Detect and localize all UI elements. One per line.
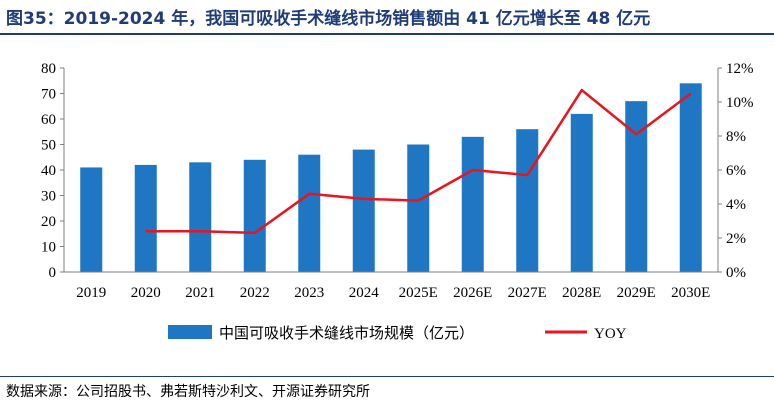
x-tick-label: 2021 <box>185 285 215 301</box>
x-tick-label: 2024 <box>349 285 380 301</box>
y-left-tick-label: 20 <box>41 214 56 230</box>
legend-bar-swatch <box>168 325 212 339</box>
y-left-tick-label: 30 <box>41 189 56 205</box>
axes-layer: 0 10 20 30 40 50 60 70 80 0% 2% 4% 6% 8% 10% 12% 2019 202… <box>41 61 754 301</box>
source-note: 数据来源：公司招股书、弗若斯特沙利文、开源证券研究所 <box>6 384 370 400</box>
bar-2021 <box>189 162 212 272</box>
legend: 中国可吸收手术缝线市场规模（亿元） YOY <box>168 325 627 342</box>
y-right-tick-label: 8% <box>726 129 746 145</box>
y-right-tick-label: 10% <box>726 95 754 111</box>
x-tick-label: 2020 <box>131 285 161 301</box>
x-tick-label: 2026E <box>453 285 492 301</box>
yoy-line-layer <box>145 88 692 235</box>
legend-line-label: YOY <box>594 326 627 342</box>
chart: 0 10 20 30 40 50 60 70 80 0% 2% 4% 6% 8% 10% 12% 2019 202… <box>41 61 754 342</box>
y-left-tick-label: 50 <box>41 138 56 154</box>
bar-2022 <box>243 159 266 272</box>
title-divider <box>0 33 774 35</box>
y-right-tick-label: 6% <box>726 163 746 179</box>
x-tick-label: 2027E <box>508 285 547 301</box>
x-tick-label: 2022 <box>240 285 270 301</box>
bar-2019 <box>80 167 103 272</box>
bar-2024 <box>352 149 375 272</box>
y-left-tick-label: 40 <box>41 163 56 179</box>
bar-2023 <box>298 154 321 272</box>
y-left-tick-label: 60 <box>41 112 56 128</box>
y-right-tick-label: 4% <box>726 197 746 213</box>
bar-2029E <box>625 101 648 273</box>
x-tick-label: 2019 <box>76 285 106 301</box>
x-tick-label: 2028E <box>562 285 601 301</box>
bar-2027E <box>516 129 539 272</box>
x-tick-label: 2025E <box>399 285 438 301</box>
bar-2026E <box>461 136 484 272</box>
x-tick-label: 2023 <box>294 285 324 301</box>
y-left-tick-label: 80 <box>41 61 56 77</box>
y-left-tick-label: 10 <box>41 240 56 256</box>
bar-2020 <box>134 164 157 272</box>
legend-bar-label: 中国可吸收手术缝线市场规模（亿元） <box>219 325 474 342</box>
y-left-tick-label: 0 <box>49 265 57 281</box>
y-right-tick-label: 12% <box>726 61 754 77</box>
bar-2025E <box>407 144 430 272</box>
bar-2028E <box>570 113 593 273</box>
y-right-tick-label: 0% <box>726 265 746 281</box>
y-right-tick-label: 2% <box>726 231 746 247</box>
y-left-tick-label: 70 <box>41 87 56 103</box>
footer-divider <box>0 376 774 377</box>
x-tick-label: 2030E <box>671 285 710 301</box>
x-tick-label: 2029E <box>617 285 656 301</box>
figure-title: 图35：2019-2024 年，我国可吸收手术缝线市场销售额由 41 亿元增长至… <box>6 9 651 29</box>
bar-2030E <box>679 83 702 272</box>
